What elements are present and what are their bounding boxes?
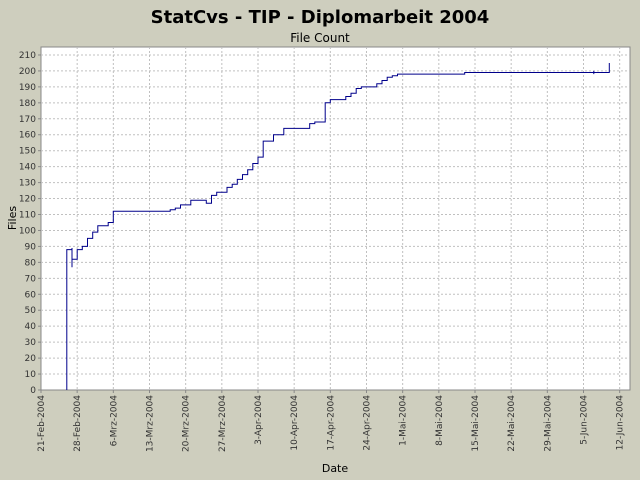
x-tick-label: 17-Apr-2004 [326,395,336,451]
x-tick-label: 5-Jun-2004 [580,395,590,445]
y-axis: 0 10 20 30 40 50 60 70 80 90 100 110 120 130 140 150 160… [19,51,41,396]
y-tick-label: 60 [25,290,37,300]
x-tick-label: 8-Mai-2004 [435,395,445,446]
y-tick-label: 0 [30,386,36,396]
y-tick-label: 130 [19,179,36,189]
y-tick-label: 180 [19,99,36,109]
y-tick-label: 100 [19,226,36,236]
y-tick-label: 200 [19,67,36,77]
x-tick-label: 29-Mai-2004 [543,395,553,452]
x-tick-label: 13-Mrz-2004 [146,395,156,452]
y-tick-label: 40 [25,322,37,332]
y-tick-label: 160 [19,131,36,141]
y-tick-label: 140 [19,163,36,173]
y-tick-label: 120 [19,195,36,205]
x-tick-label: 28-Feb-2004 [73,395,83,452]
x-tick-label: 20-Mrz-2004 [182,395,192,452]
y-tick-label: 20 [25,354,37,364]
series-group [66,63,610,390]
x-axis: 21-Feb-2004 28-Feb-2004 6-Mrz-2004 13-Mrz-2… [37,390,626,452]
x-tick-label: 10-Apr-2004 [290,395,300,451]
x-tick-label: 24-Apr-2004 [363,395,373,451]
y-tick-label: 70 [25,274,37,284]
x-tick-label: 27-Mrz-2004 [218,395,228,452]
y-tick-label: 170 [19,115,36,125]
x-tick-label: 6-Mrz-2004 [109,395,119,447]
plot-area [40,46,631,391]
y-tick-label: 30 [25,338,37,348]
series-line [66,63,610,390]
x-axis-label: Date [322,462,349,475]
chart-title: StatCvs - TIP - Diplomarbeit 2004 [151,7,490,28]
x-tick-label: 1-Mai-2004 [399,395,409,446]
x-tick-label: 15-Mai-2004 [471,395,481,452]
x-tick-label: 3-Apr-2004 [254,395,264,445]
y-tick-label: 90 [25,242,37,252]
grid [41,47,630,390]
y-tick-label: 80 [25,258,37,268]
x-tick-label: 21-Feb-2004 [37,395,47,452]
chart-subtitle: File Count [290,31,350,45]
x-tick-label: 12-Jun-2004 [616,395,626,451]
y-tick-label: 110 [19,211,36,221]
y-tick-label: 10 [25,370,37,380]
y-tick-label: 210 [19,51,36,61]
y-tick-label: 190 [19,83,36,93]
x-tick-label: 22-Mai-2004 [507,395,517,452]
y-tick-label: 50 [25,306,37,316]
y-axis-label: Files [6,206,19,230]
y-tick-label: 150 [19,147,36,157]
